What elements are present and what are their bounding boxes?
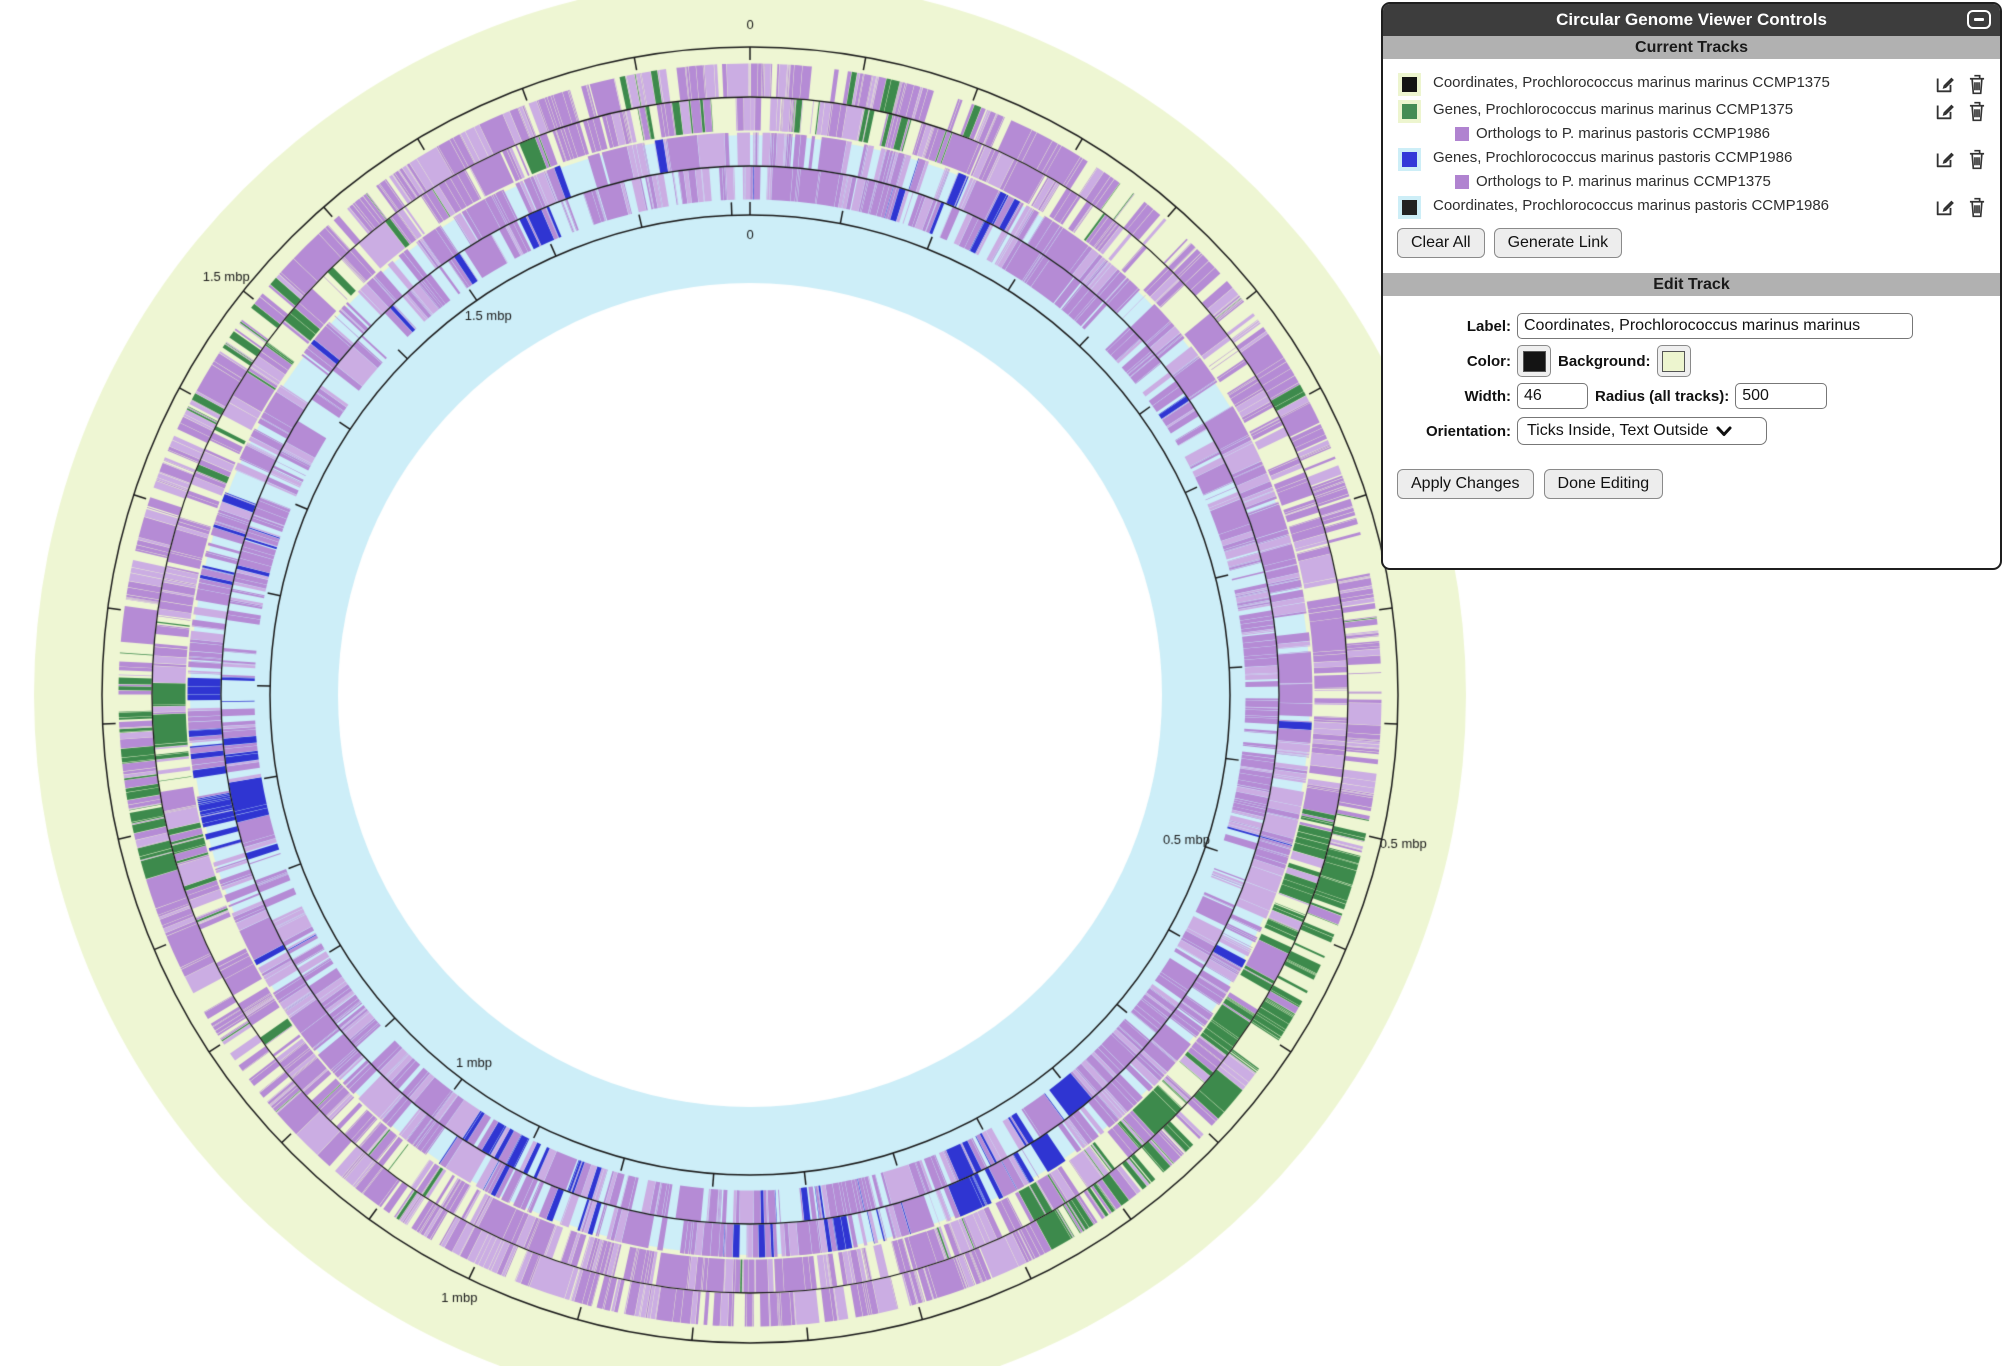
- orientation-field-label: Orientation:: [1426, 422, 1511, 440]
- trash-icon[interactable]: [1965, 196, 1988, 219]
- ortholog-label: Orthologs to P. marinus marinus CCMP1375: [1476, 173, 1771, 190]
- ortholog-color-swatch: [1455, 174, 1469, 189]
- apply-changes-button[interactable]: Apply Changes: [1397, 469, 1534, 499]
- edit-icon[interactable]: [1933, 100, 1956, 123]
- edit-track-form: Label: Color: Background: Width: Radius …: [1383, 296, 2000, 499]
- trash-icon[interactable]: [1965, 148, 1988, 171]
- track-swatch-bg: [1398, 148, 1421, 171]
- trash-icon[interactable]: [1965, 100, 1988, 123]
- label-field-label: Label:: [1466, 317, 1511, 335]
- track-row: Genes, Prochlorococcus marinus pastoris …: [1398, 147, 1988, 192]
- radius-field-label: Radius (all tracks):: [1595, 387, 1730, 405]
- background-field-label: Background:: [1558, 352, 1651, 370]
- track-subrow: Orthologs to P. marinus marinus CCMP1375: [1455, 171, 1988, 192]
- track-label: Genes, Prochlorococcus marinus marinus C…: [1433, 101, 1794, 118]
- done-editing-button[interactable]: Done Editing: [1543, 469, 1664, 499]
- track-subrow: Orthologs to P. marinus pastoris CCMP198…: [1455, 123, 1988, 144]
- track-row: Coordinates, Prochlorococcus marinus mar…: [1398, 72, 1988, 96]
- edit-icon[interactable]: [1933, 73, 1956, 96]
- panel-title: Circular Genome Viewer Controls: [1556, 10, 1827, 29]
- track-row: Coordinates, Prochlorococcus marinus pas…: [1398, 195, 1988, 219]
- track-swatch-bg: [1398, 73, 1421, 96]
- edit-icon[interactable]: [1933, 148, 1956, 171]
- track-color-swatch: [1402, 200, 1417, 215]
- track-row: Genes, Prochlorococcus marinus marinus C…: [1398, 99, 1988, 144]
- track-swatch-bg: [1398, 196, 1421, 219]
- edit-track-header: Edit Track: [1383, 273, 2000, 296]
- width-field-label: Width:: [1464, 387, 1511, 405]
- background-chip: [1662, 350, 1686, 372]
- track-swatch-bg: [1398, 100, 1421, 123]
- color-picker-button[interactable]: [1517, 345, 1551, 377]
- track-label: Coordinates, Prochlorococcus marinus pas…: [1433, 197, 1830, 214]
- color-field-label: Color:: [1466, 352, 1511, 370]
- trash-icon[interactable]: [1965, 73, 1988, 96]
- generate-link-button[interactable]: Generate Link: [1493, 228, 1623, 258]
- clear-all-button[interactable]: Clear All: [1397, 228, 1485, 258]
- track-color-swatch: [1402, 104, 1417, 119]
- width-input[interactable]: [1517, 383, 1588, 409]
- ortholog-label: Orthologs to P. marinus pastoris CCMP198…: [1476, 125, 1771, 142]
- label-input[interactable]: [1517, 313, 1913, 339]
- track-color-swatch: [1402, 152, 1417, 167]
- panel-titlebar[interactable]: Circular Genome Viewer Controls: [1383, 4, 2000, 36]
- track-label: Coordinates, Prochlorococcus marinus mar…: [1433, 74, 1830, 91]
- edit-icon[interactable]: [1933, 196, 1956, 219]
- controls-panel: Circular Genome Viewer Controls Current …: [1381, 2, 2002, 570]
- tracks-list: Coordinates, Prochlorococcus marinus mar…: [1383, 59, 2000, 219]
- color-chip: [1522, 350, 1546, 372]
- orientation-value: Ticks Inside, Text Outside: [1527, 422, 1709, 439]
- background-picker-button[interactable]: [1656, 345, 1691, 377]
- minimize-icon[interactable]: [1967, 10, 1991, 29]
- current-tracks-header: Current Tracks: [1383, 36, 2000, 59]
- ortholog-color-swatch: [1455, 126, 1469, 141]
- radius-input[interactable]: [1735, 383, 1828, 409]
- track-color-swatch: [1402, 77, 1417, 92]
- orientation-select[interactable]: Ticks Inside, Text Outside: [1517, 417, 1767, 445]
- chevron-down-icon: [1716, 426, 1732, 437]
- track-label: Genes, Prochlorococcus marinus pastoris …: [1433, 149, 1793, 166]
